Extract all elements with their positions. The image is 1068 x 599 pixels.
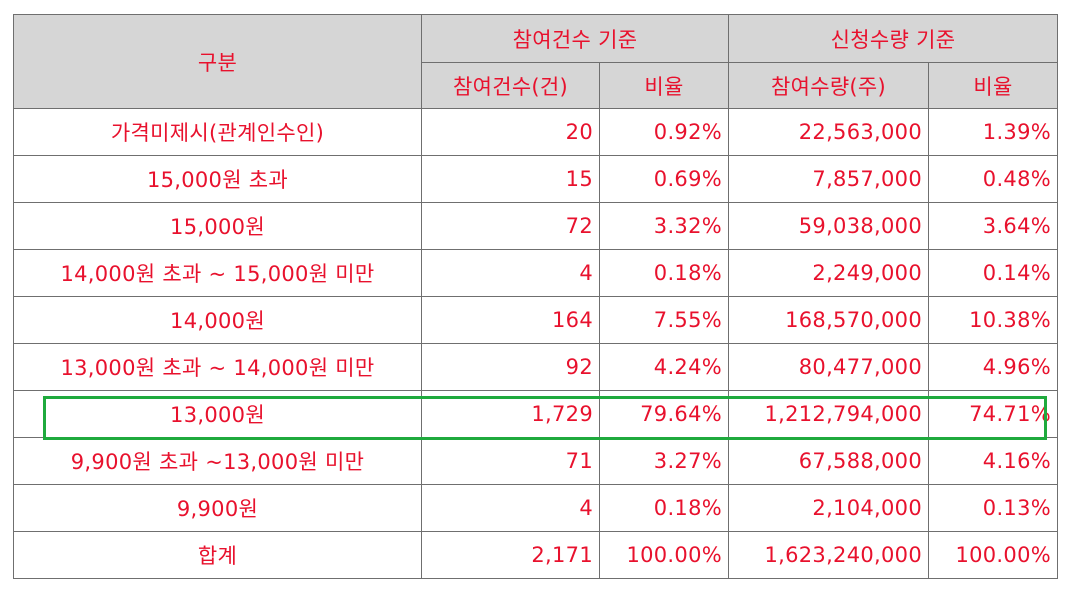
participation-ratio-cell: 0.18%: [599, 484, 729, 532]
application-qty-cell: 2,249,000: [728, 249, 929, 297]
participation-ratio-cell: 100.00%: [599, 531, 729, 579]
participation-count-cell: 92: [421, 343, 600, 391]
application-qty-cell: 2,104,000: [728, 484, 929, 532]
application-ratio-header: 비율: [928, 62, 1058, 109]
participation-ratio-cell: 7.55%: [599, 296, 729, 344]
table-row: 9,900원 4 0.18% 2,104,000 0.13%: [13, 484, 1058, 532]
application-ratio-cell: 0.13%: [928, 484, 1058, 532]
application-ratio-cell: 4.16%: [928, 437, 1058, 485]
row-label: 15,000원: [13, 202, 422, 250]
participation-count-header: 참여건수(건): [421, 62, 600, 109]
application-ratio-cell: 100.00%: [928, 531, 1058, 579]
table-row: 14,000원 초과 ~ 15,000원 미만 4 0.18% 2,249,00…: [13, 249, 1058, 297]
row-label: 가격미제시(관계인수인): [13, 108, 422, 156]
application-qty-cell: 80,477,000: [728, 343, 929, 391]
participation-count-cell: 15: [421, 155, 600, 203]
header-row-1: 구분 참여건수 기준 신청수량 기준: [13, 14, 1058, 109]
demand-forecast-table: 구분 참여건수 기준 신청수량 기준 참여건수(건) 비율 참여수량(주) 비율…: [13, 14, 1058, 579]
table-row: 15,000원 초과 15 0.69% 7,857,000 0.48%: [13, 155, 1058, 203]
participation-count-cell: 4: [421, 249, 600, 297]
table-row: 15,000원 72 3.32% 59,038,000 3.64%: [13, 202, 1058, 250]
table-row: 14,000원 164 7.55% 168,570,000 10.38%: [13, 296, 1058, 344]
row-label: 13,000원 초과 ~ 14,000원 미만: [13, 343, 422, 391]
participation-ratio-cell: 0.92%: [599, 108, 729, 156]
participation-count-cell: 164: [421, 296, 600, 344]
category-header: 구분: [13, 14, 422, 109]
application-ratio-cell: 74.71%: [928, 390, 1058, 438]
row-label: 13,000원: [13, 390, 422, 438]
application-ratio-cell: 3.64%: [928, 202, 1058, 250]
application-qty-cell: 1,623,240,000: [728, 531, 929, 579]
application-qty-cell: 67,588,000: [728, 437, 929, 485]
application-ratio-cell: 10.38%: [928, 296, 1058, 344]
row-label: 14,000원: [13, 296, 422, 344]
participation-ratio-cell: 3.27%: [599, 437, 729, 485]
participation-count-group-header: 참여건수 기준: [421, 14, 729, 63]
participation-ratio-cell: 4.24%: [599, 343, 729, 391]
table-row-highlighted: 13,000원 1,729 79.64% 1,212,794,000 74.71…: [13, 390, 1058, 438]
application-qty-header: 참여수량(주): [728, 62, 929, 109]
row-label: 9,900원: [13, 484, 422, 532]
participation-count-cell: 71: [421, 437, 600, 485]
application-qty-cell: 168,570,000: [728, 296, 929, 344]
participation-count-cell: 1,729: [421, 390, 600, 438]
application-qty-cell: 7,857,000: [728, 155, 929, 203]
participation-count-cell: 2,171: [421, 531, 600, 579]
participation-ratio-cell: 3.32%: [599, 202, 729, 250]
application-qty-cell: 1,212,794,000: [728, 390, 929, 438]
total-row: 합계 2,171 100.00% 1,623,240,000 100.00%: [13, 531, 1058, 579]
participation-ratio-header: 비율: [599, 62, 729, 109]
row-label: 15,000원 초과: [13, 155, 422, 203]
application-ratio-cell: 1.39%: [928, 108, 1058, 156]
participation-ratio-cell: 79.64%: [599, 390, 729, 438]
participation-count-cell: 4: [421, 484, 600, 532]
participation-count-cell: 72: [421, 202, 600, 250]
row-label: 합계: [13, 531, 422, 579]
participation-ratio-cell: 0.69%: [599, 155, 729, 203]
header-row-2: 참여건수(건) 비율 참여수량(주) 비율: [14, 62, 1058, 109]
application-qty-group-header: 신청수량 기준: [728, 14, 1058, 63]
application-qty-cell: 22,563,000: [728, 108, 929, 156]
participation-count-cell: 20: [421, 108, 600, 156]
participation-ratio-cell: 0.18%: [599, 249, 729, 297]
table-row: 가격미제시(관계인수인) 20 0.92% 22,563,000 1.39%: [13, 108, 1058, 156]
application-ratio-cell: 0.14%: [928, 249, 1058, 297]
application-ratio-cell: 4.96%: [928, 343, 1058, 391]
row-label: 14,000원 초과 ~ 15,000원 미만: [13, 249, 422, 297]
application-ratio-cell: 0.48%: [928, 155, 1058, 203]
row-label: 9,900원 초과 ~13,000원 미만: [13, 437, 422, 485]
table-row: 9,900원 초과 ~13,000원 미만 71 3.27% 67,588,00…: [13, 437, 1058, 485]
application-qty-cell: 59,038,000: [728, 202, 929, 250]
table-row: 13,000원 초과 ~ 14,000원 미만 92 4.24% 80,477,…: [13, 343, 1058, 391]
